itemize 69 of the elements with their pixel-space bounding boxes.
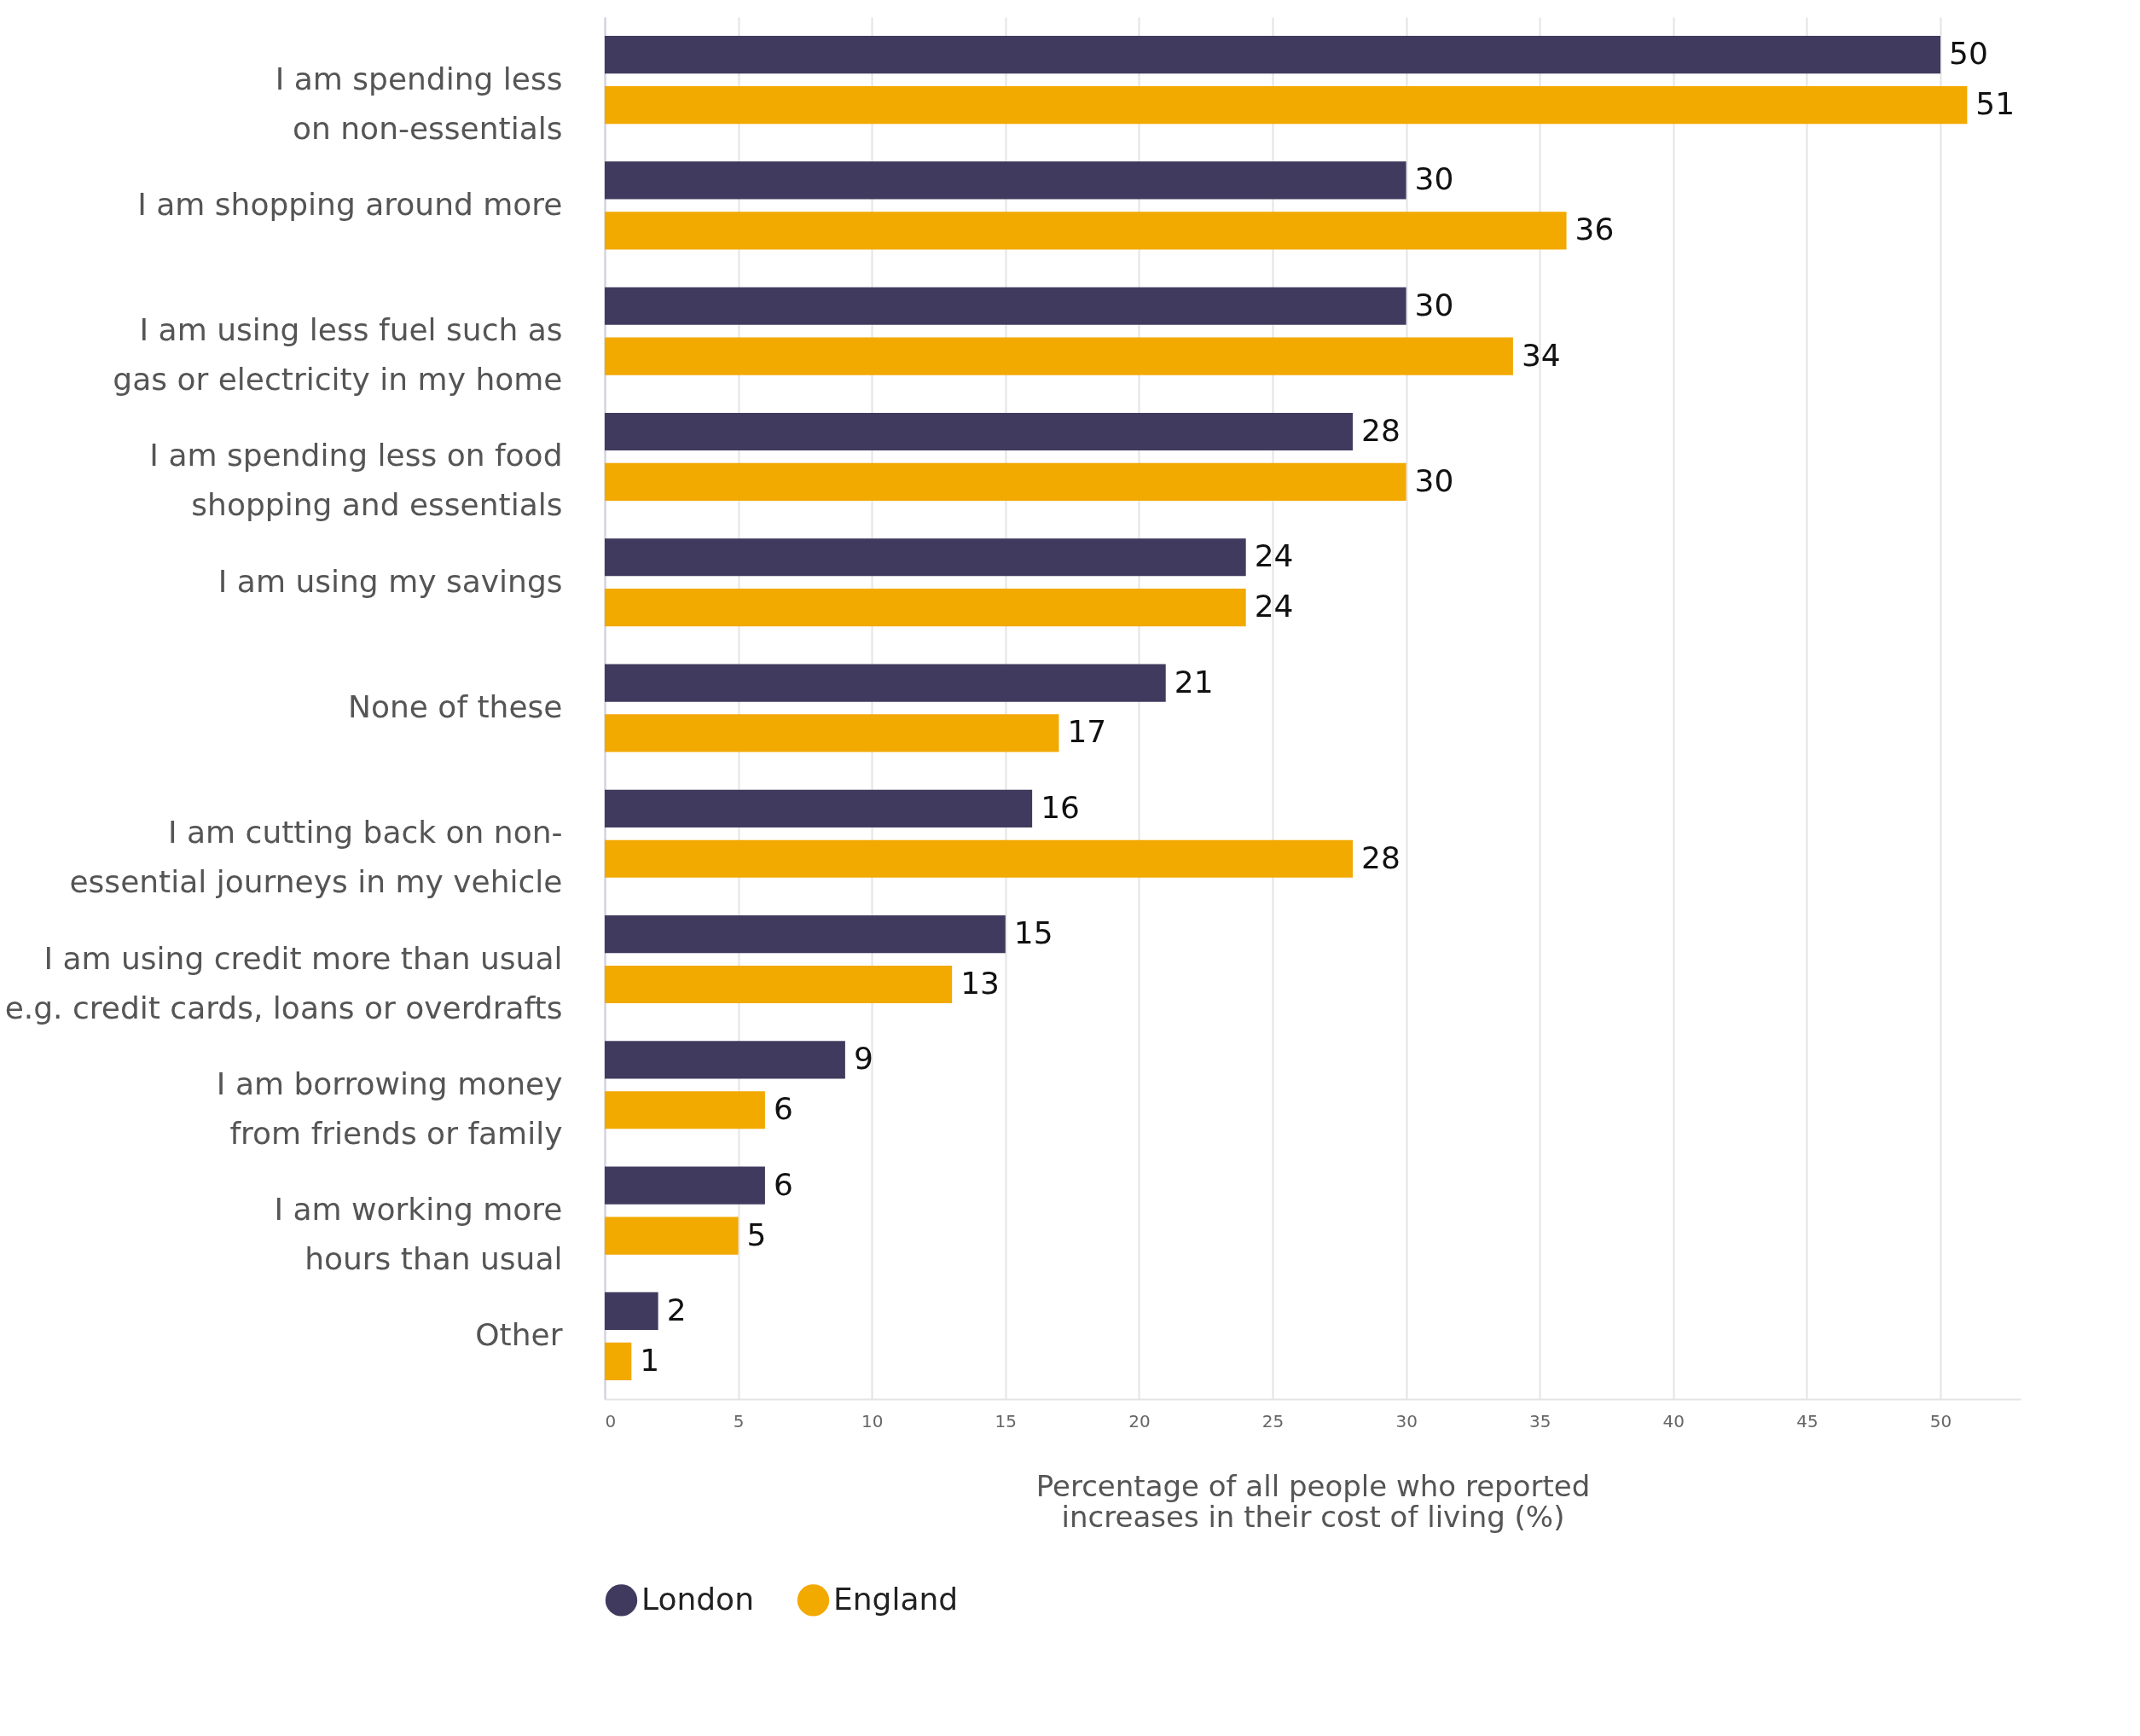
y-tick-label: I am spending less on food shopping and essentials [149,438,563,523]
data-label: 36 [1575,212,1615,247]
bar [605,36,1941,74]
y-tick-label: I am cutting back on non- essential journeys in my vehicle [69,815,563,900]
y-tick-label: I am using credit more than usual e.g. credit cards, loans or overdrafts [4,940,563,1025]
bar [605,965,953,1004]
data-label: 17 [1067,714,1107,750]
data-label: 30 [1414,161,1454,197]
bar [605,1342,632,1380]
y-tick-label: I am using my savings [217,563,563,599]
data-label: 28 [1360,839,1401,875]
bar [605,1041,845,1079]
y-tick-label: I am working more hours than usual [274,1192,563,1277]
legend-label: London [641,1581,754,1617]
bar [605,839,1353,878]
legend-label: England [833,1581,959,1617]
x-tick-label: 5 [733,1410,745,1431]
bar [605,161,1406,200]
x-axis-title: Percentage of all people who reported increases in their cost of living (%) [1035,1468,1591,1534]
data-label: 34 [1521,337,1561,373]
y-tick-label: None of these [348,689,563,724]
bar [605,462,1406,501]
x-tick-label: 40 [1662,1410,1685,1431]
bar [605,1292,658,1330]
data-label: 1 [640,1342,660,1378]
x-tick-label: 15 [995,1410,1018,1431]
data-label: 2 [666,1292,687,1327]
x-tick-label: 50 [1929,1410,1952,1431]
bar [605,212,1567,250]
y-tick-label: I am borrowing money from friends or family [216,1065,563,1151]
bar [605,1166,765,1205]
data-label: 6 [773,1166,793,1202]
x-tick-label: 10 [861,1410,884,1431]
y-tick-label: I am using less fuel such as gas or electricity in my home [113,312,563,398]
data-label: 28 [1360,413,1401,448]
data-label: 5 [746,1216,767,1252]
data-label: 9 [853,1041,873,1077]
bar [605,538,1246,577]
x-tick-label: 25 [1261,1410,1285,1431]
x-tick-label: 30 [1395,1410,1418,1431]
bar [605,86,1968,125]
bar [605,589,1246,627]
data-label: 13 [960,966,1000,1001]
data-label: 24 [1254,538,1294,574]
y-tick-label: I am spending less on non-essentials [275,61,563,146]
bar [605,412,1353,451]
data-label: 50 [1949,36,1988,72]
y-tick-label: Other [475,1317,563,1353]
bar [605,337,1513,375]
data-label: 24 [1254,589,1294,624]
bar [605,789,1033,827]
data-label: 15 [1013,915,1053,951]
bar [605,714,1059,752]
bar [605,915,1006,954]
data-label: 21 [1174,664,1214,700]
y-tick-label: I am shopping around more [137,186,563,222]
bar [605,1216,739,1255]
bar [605,287,1406,325]
bar [605,664,1166,702]
bar [605,1091,765,1129]
x-tick-label: 35 [1529,1410,1551,1431]
x-tick-label: 0 [605,1410,617,1431]
data-label: 30 [1414,462,1454,498]
x-tick-label: 45 [1796,1410,1818,1431]
data-label: 16 [1041,789,1080,825]
data-label: 6 [773,1091,793,1127]
data-label: 51 [1975,86,2015,122]
data-label: 30 [1414,287,1454,322]
x-tick-label: 20 [1128,1410,1151,1431]
